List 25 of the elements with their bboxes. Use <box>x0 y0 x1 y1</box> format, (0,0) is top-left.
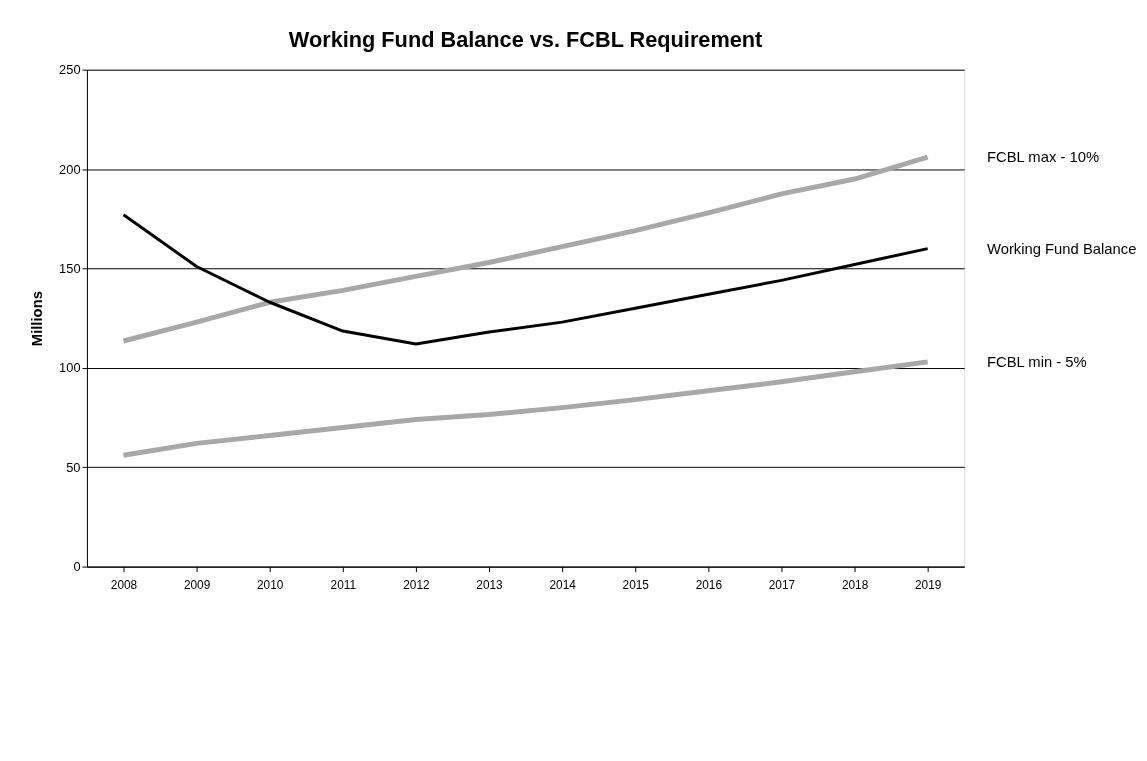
x-tick-label: 2008 <box>110 577 138 592</box>
y-tick-label: 150 <box>59 260 81 276</box>
y-tick-label: 0 <box>73 559 81 575</box>
line-series <box>121 359 931 458</box>
y-tick-label: 250 <box>59 62 81 78</box>
x-tick-label: 2019 <box>914 577 942 592</box>
y-tick-label: 50 <box>66 459 81 475</box>
x-tick-label: 2014 <box>549 577 577 592</box>
text: Working Fund Balance <box>986 240 1137 257</box>
line-series <box>121 154 931 344</box>
x-tick-label: 2009 <box>183 577 211 592</box>
y-axis-title: Millions <box>29 291 46 347</box>
text: FCBL min - 5% <box>986 353 1087 370</box>
x-tick-label: 2016 <box>695 577 723 592</box>
y-tick-label: 100 <box>59 360 81 376</box>
text: FCBL max - 10% <box>986 149 1100 166</box>
x-tick-label: 2011 <box>330 577 357 592</box>
y-tick-label: 200 <box>59 161 81 177</box>
chart-title: Working Fund Balance vs. FCBL Requirement <box>288 26 763 52</box>
x-tick-label: 2017 <box>768 577 796 592</box>
x-tick-label: 2015 <box>622 577 650 592</box>
x-tick-label: 2018 <box>841 577 869 592</box>
x-tick-label: 2013 <box>476 577 504 592</box>
x-tick-label: 2012 <box>403 577 430 592</box>
x-tick-label: 2010 <box>257 577 284 592</box>
